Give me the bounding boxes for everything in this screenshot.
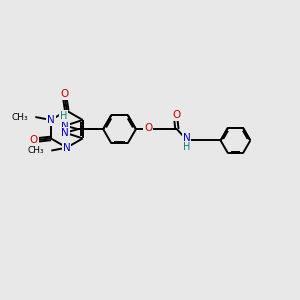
Text: N: N <box>47 115 55 125</box>
Text: O: O <box>30 135 38 145</box>
Text: N: N <box>183 133 190 143</box>
Text: O: O <box>60 89 68 99</box>
Text: N: N <box>61 121 69 131</box>
Text: N: N <box>63 142 71 153</box>
Text: H: H <box>183 142 190 152</box>
Text: O: O <box>144 123 152 133</box>
Text: O: O <box>173 110 181 120</box>
Text: CH₃: CH₃ <box>27 146 44 155</box>
Text: N: N <box>61 128 69 138</box>
Text: H: H <box>60 111 68 121</box>
Text: CH₃: CH₃ <box>11 112 28 122</box>
